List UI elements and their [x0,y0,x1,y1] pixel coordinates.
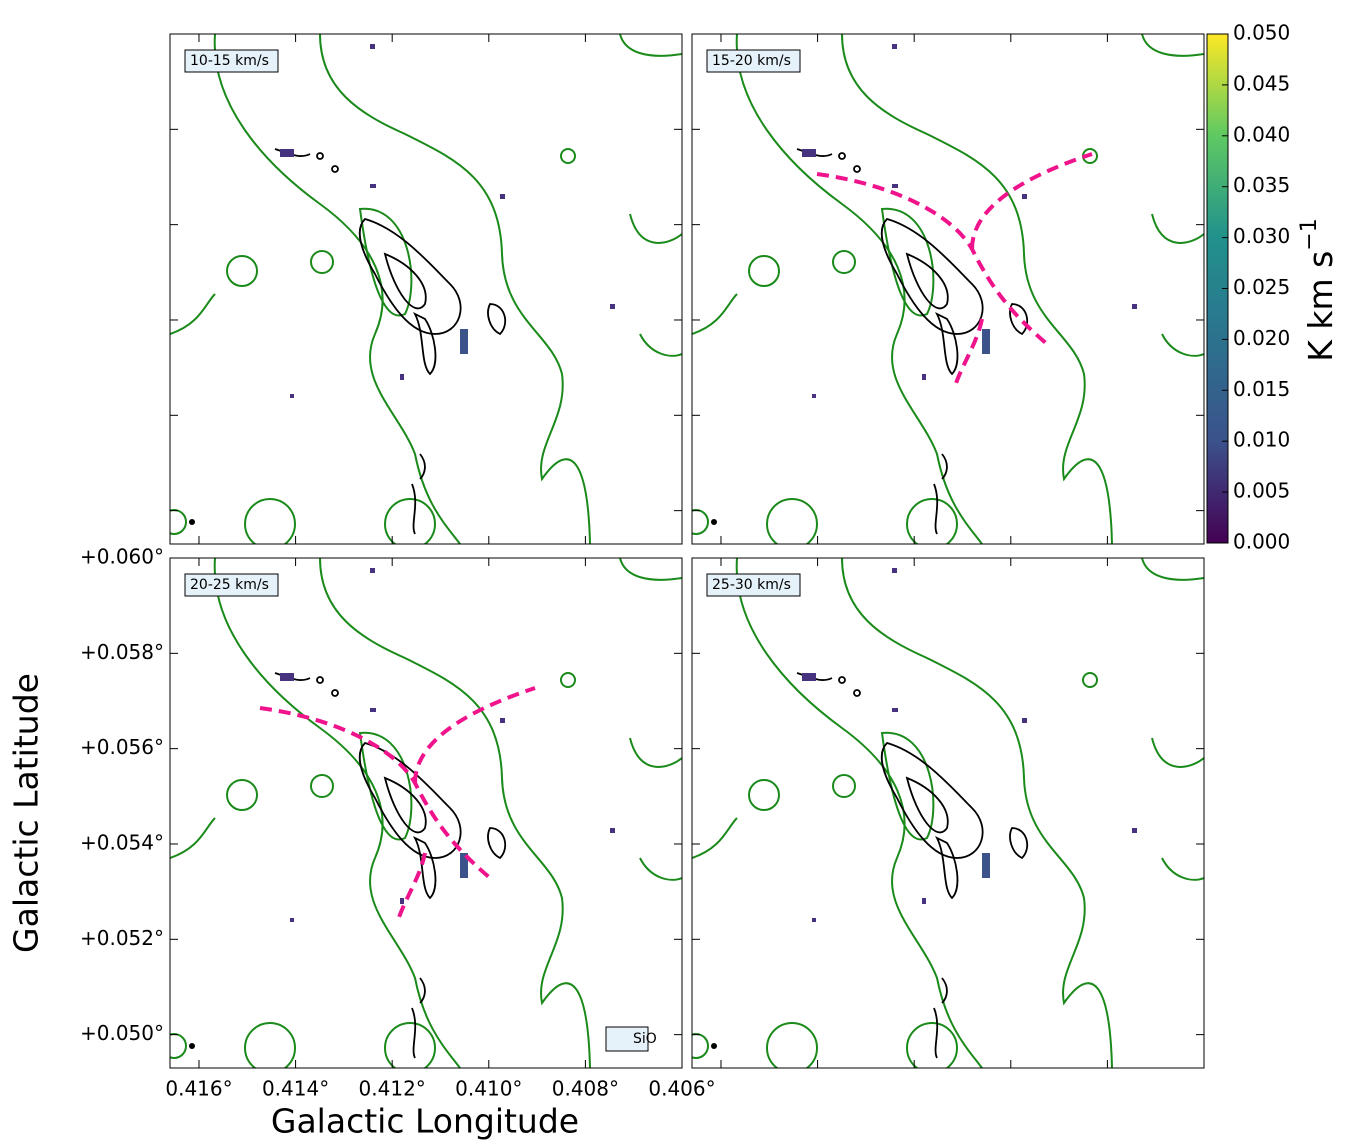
map [692,34,1204,544]
colorbar-tick-label: 0.000 [1233,530,1290,554]
colorbar-tick-label: 0.020 [1233,326,1290,350]
panel: 15-20 km/s [691,33,1205,545]
frame [691,33,1205,545]
x-tick-label: 0.414° [262,1077,329,1101]
annotation-box [605,1026,649,1052]
colorbar-tick-label: 0.015 [1233,377,1290,401]
y-tick-label: +0.058° [80,640,164,664]
y-tick-label: +0.060° [80,545,164,569]
colorbar-tick-label: 0.040 [1233,122,1290,146]
x-tick-label: 0.410° [455,1077,522,1101]
panel-label: 20-25 km/s [190,577,269,593]
label-box [184,573,279,597]
colorbar-tick-label: 0.005 [1233,479,1290,503]
y-tick-label: +0.050° [80,1021,164,1045]
map [170,558,682,1068]
colorbar-tick-label: 0.010 [1233,428,1290,452]
label-box [706,49,801,73]
x-tick-label: 0.406° [648,1077,715,1101]
colorbar-tick-label: 0.045 [1233,71,1290,95]
map [170,34,682,544]
frame [691,557,1205,1069]
panel-label: 10-15 km/s [190,53,269,69]
contours [170,34,682,544]
y-tick-label: +0.052° [80,926,164,950]
frame [169,557,683,1069]
colorbar-tick-label: 0.025 [1233,275,1290,299]
filaments [815,152,1094,391]
panel-label: 15-20 km/s [712,53,791,69]
contours [692,34,1204,544]
x-axis-label: Galactic Longitude [271,1102,579,1141]
map [692,558,1204,1068]
x-tick-label: 0.408° [552,1077,619,1101]
label-box [706,573,801,597]
colorbar-tick-label: 0.030 [1233,224,1290,248]
panel: 10-15 km/s [169,33,683,545]
x-tick-label: 0.416° [165,1077,232,1101]
colorbar-label: K km s−1 [1297,218,1340,362]
label-box [184,49,279,73]
panel: 20-25 km/s SiO 0.416° 0.414° 0.412° 0.410° 0.4… [80,545,716,1101]
frame [169,33,683,545]
contours [170,558,682,1068]
y-tick-label: +0.054° [80,830,164,854]
colorbar-tick-label: 0.035 [1233,173,1290,197]
y-axis-label: Galactic Latitude [7,673,46,953]
filaments [258,686,537,925]
colorbar-tick-label: 0.050 [1233,21,1290,45]
panel: 25-30 km/s [691,557,1205,1069]
panel-label: 25-30 km/s [712,577,791,593]
x-tick-label: 0.412° [359,1077,426,1101]
y-tick-label: +0.056° [80,735,164,759]
contours [692,558,1204,1068]
panel-annotation: SiO [633,1031,657,1047]
